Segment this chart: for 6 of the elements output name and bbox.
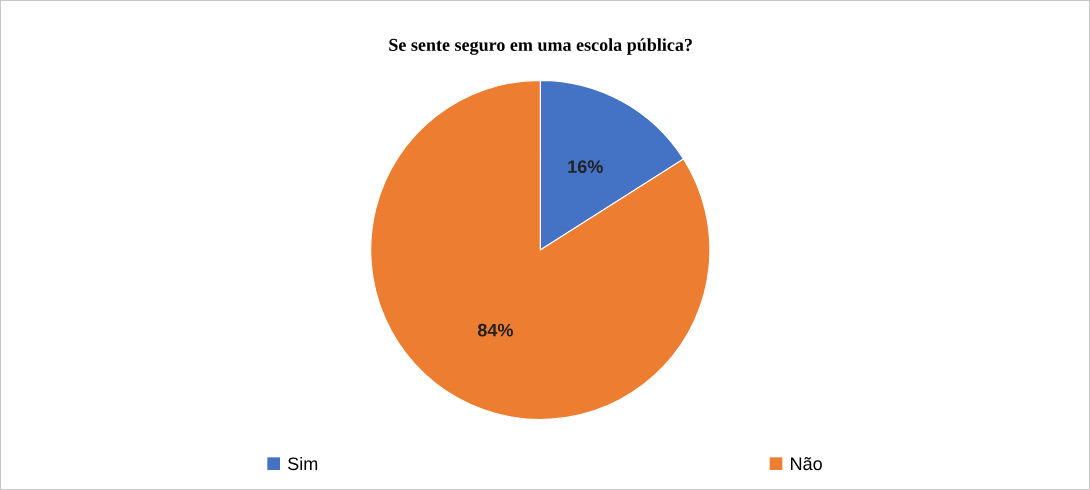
legend-label: Não	[791, 457, 822, 471]
legend-label: Sim	[288, 456, 318, 471]
data-label: 84%	[477, 323, 513, 337]
pie-slice	[370, 79, 711, 421]
data-label: 16%	[568, 160, 603, 174]
chart-title: Se sente seguro em uma escola pública?	[389, 38, 692, 55]
